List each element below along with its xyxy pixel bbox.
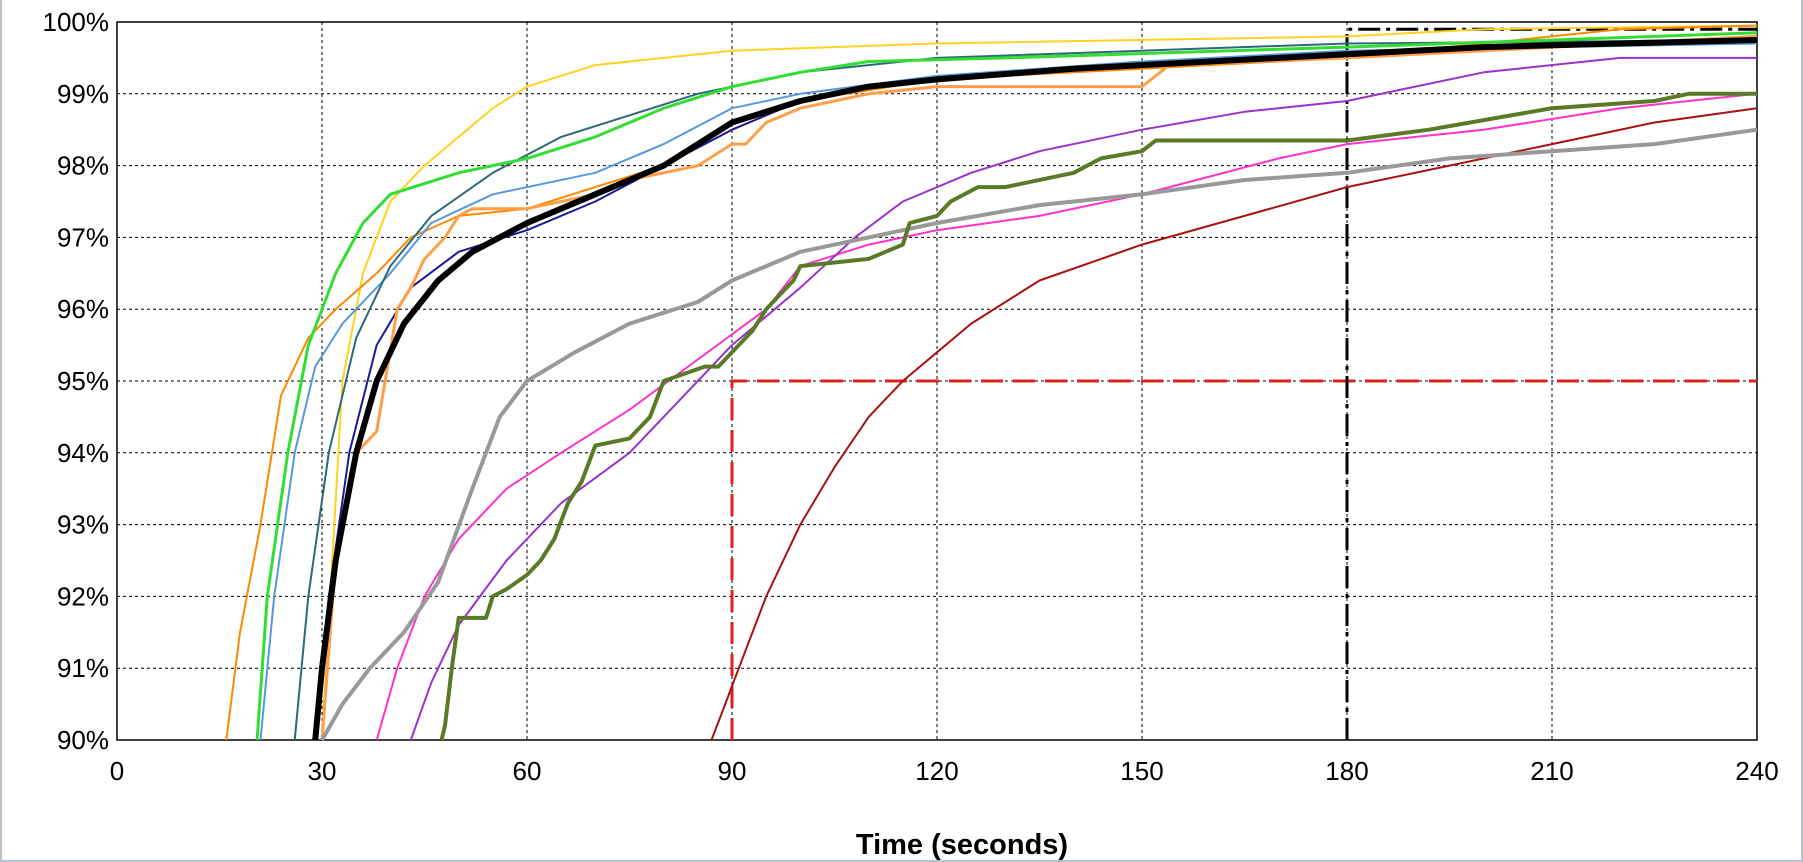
reference-lines [730,27,1757,740]
series-line-8 [312,37,1758,741]
series-line-9 [320,127,1758,741]
series-lines [225,24,1758,741]
y-tick-label: 98% [57,151,109,181]
y-tick-label: 96% [57,294,109,324]
y-tick-label: 94% [57,438,109,468]
x-tick-label: 240 [1735,756,1778,786]
y-tick-label: 90% [57,725,109,755]
series-line-2 [255,31,1758,741]
series-line-1 [321,24,1758,741]
x-axis-label: Time (seconds) [856,829,1068,861]
series-line-13 [710,107,1758,741]
x-tick-label: 60 [513,756,542,786]
series-line-12 [439,91,1757,741]
x-tick-label: 120 [915,756,958,786]
reference-line-2 [1345,27,1757,740]
y-tick-label: 95% [57,366,109,396]
y-tick-label: 100% [43,7,110,37]
x-tick-label: 0 [110,756,124,786]
y-tick-label: 92% [57,581,109,611]
x-tick-label: 30 [308,756,337,786]
series-line-11 [409,56,1757,741]
y-tick-label: 91% [57,653,109,683]
y-tick-label: 97% [57,222,109,252]
y-tick-label: 93% [57,510,109,540]
series-line-4 [259,42,1758,741]
y-tick-label: 99% [57,79,109,109]
x-tick-label: 210 [1530,756,1573,786]
tick-labels: 0 30 60 90 120 150 180 210 240 90% 91% 92% 93% 94% 95%… [43,7,1779,786]
x-tick-label: 90 [718,756,747,786]
reference-line-1 [730,379,1757,740]
x-tick-label: 150 [1120,756,1163,786]
series-line-5 [293,39,1758,741]
x-tick-label: 180 [1325,756,1368,786]
